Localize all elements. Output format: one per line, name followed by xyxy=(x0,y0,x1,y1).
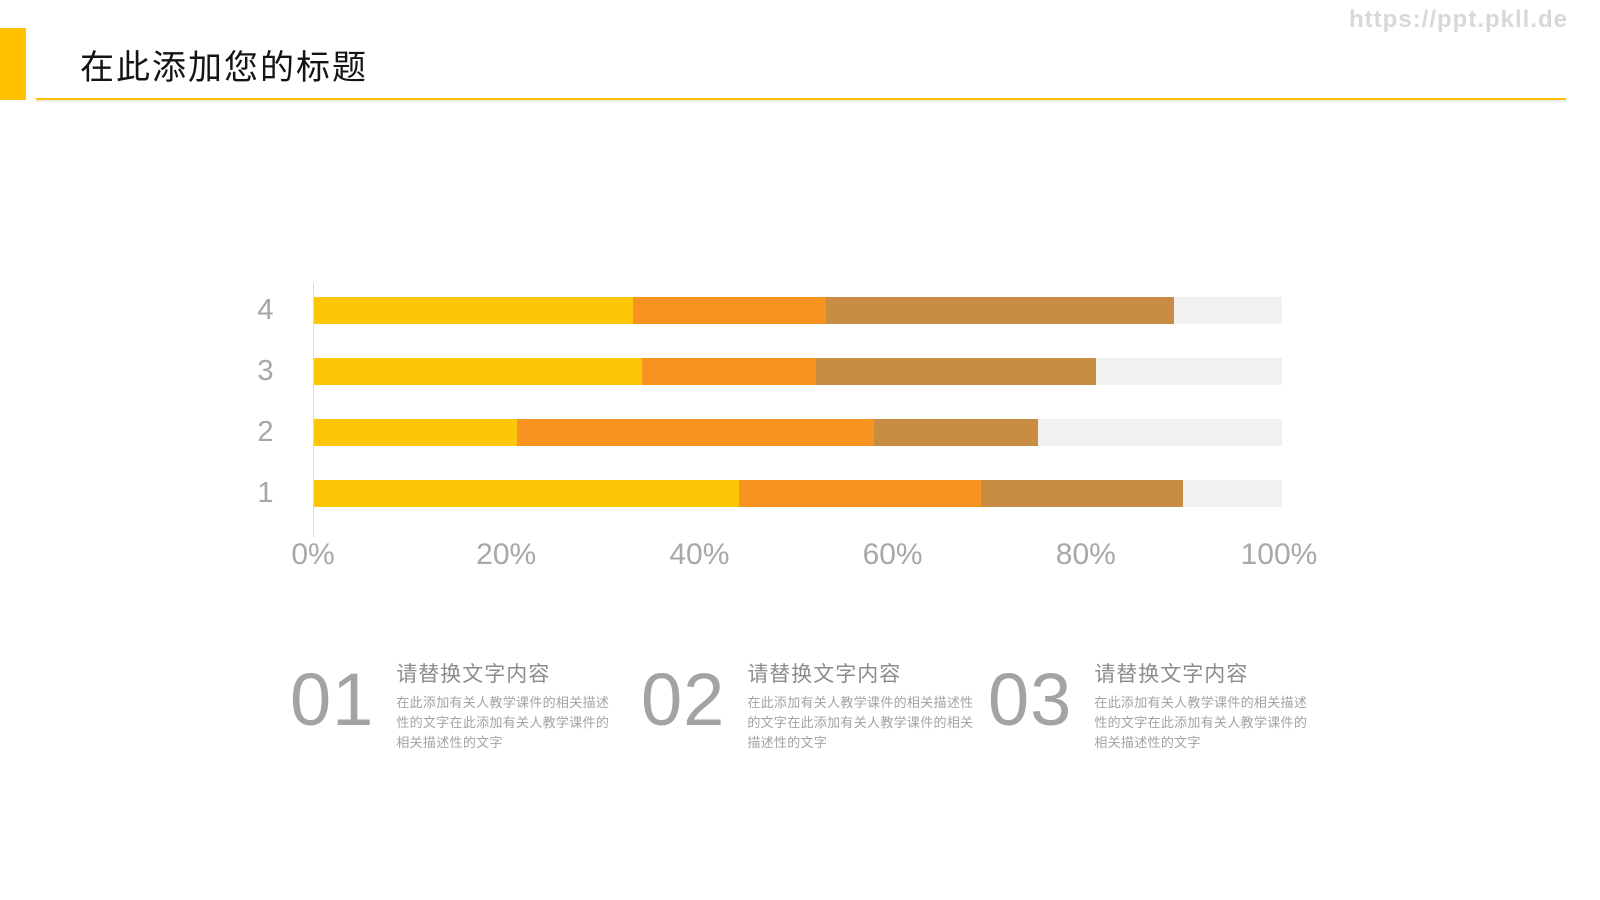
category-label: 3 xyxy=(257,355,274,387)
bar-segment-series-2-orange xyxy=(739,480,981,507)
x-axis-tick-label: 60% xyxy=(862,538,923,571)
note-heading: 请替换文字内容 xyxy=(396,663,551,686)
bar-row-category-3: 3 xyxy=(0,355,1600,387)
bar-segment-series-1-yellow xyxy=(314,358,643,385)
x-axis-tick-label: 80% xyxy=(1055,538,1116,571)
category-label: 2 xyxy=(257,416,274,448)
notes-section: 01 请替换文字内容 在此添加有关人教学课件的相关描述性的文字在此添加有关人教学… xyxy=(0,645,1600,785)
note-number: 02 xyxy=(641,658,726,741)
note-item-2: 02 请替换文字内容 在此添加有关人教学课件的相关描述性的文字在此添加有关人教学… xyxy=(641,650,981,753)
bar-segment-series-3-brown xyxy=(816,358,1097,385)
note-number: 01 xyxy=(290,658,375,741)
note-number: 03 xyxy=(988,658,1073,741)
bar-track xyxy=(314,480,1282,507)
stacked-bar-chart: 4 3 2 1 0% 20% 40% 60% 80% 100% xyxy=(0,280,1600,600)
note-item-1: 01 请替换文字内容 在此添加有关人教学课件的相关描述性的文字在此添加有关人教学… xyxy=(290,650,610,753)
note-body: 在此添加有关人教学课件的相关描述性的文字在此添加有关人教学课件的相关描述性的文字 xyxy=(1094,695,1308,751)
note-text: 请替换文字内容 在此添加有关人教学课件的相关描述性的文字在此添加有关人教学课件的… xyxy=(396,650,610,753)
bar-segment-series-2-orange xyxy=(642,358,817,385)
note-body: 在此添加有关人教学课件的相关描述性的文字在此添加有关人教学课件的相关描述性的文字 xyxy=(396,695,610,751)
bar-segment-series-2-orange xyxy=(516,419,875,446)
bar-segment-series-3-brown xyxy=(980,480,1184,507)
y-axis-line xyxy=(313,283,314,537)
category-label: 4 xyxy=(257,294,274,326)
category-label: 1 xyxy=(257,477,274,509)
note-text: 请替换文字内容 在此添加有关人教学课件的相关描述性的文字在此添加有关人教学课件的… xyxy=(1094,650,1308,753)
bar-track xyxy=(314,419,1282,446)
note-text: 请替换文字内容 在此添加有关人教学课件的相关描述性的文字在此添加有关人教学课件的… xyxy=(747,650,981,753)
bar-segment-series-2-orange xyxy=(632,297,826,324)
watermark-url: https://ppt.pkll.de xyxy=(1349,6,1568,33)
note-item-3: 03 请替换文字内容 在此添加有关人教学课件的相关描述性的文字在此添加有关人教学… xyxy=(988,650,1308,753)
bar-segment-series-1-yellow xyxy=(314,419,517,446)
x-axis-labels: 0% 20% 40% 60% 80% 100% xyxy=(0,538,1600,578)
bar-segment-series-1-yellow xyxy=(314,480,740,507)
bar-track xyxy=(314,358,1282,385)
bar-row-category-2: 2 xyxy=(0,416,1600,448)
note-heading: 请替换文字内容 xyxy=(1094,663,1249,686)
bar-row-category-1: 1 xyxy=(0,477,1600,509)
title-accent-block xyxy=(0,28,26,100)
x-axis-tick-label: 0% xyxy=(291,538,335,571)
title-underline xyxy=(36,98,1566,100)
page-title: 在此添加您的标题 xyxy=(80,49,368,87)
bar-track xyxy=(314,297,1282,324)
note-heading: 请替换文字内容 xyxy=(747,663,902,686)
note-body: 在此添加有关人教学课件的相关描述性的文字在此添加有关人教学课件的相关描述性的文字 xyxy=(747,695,974,751)
x-axis-tick-label: 20% xyxy=(476,538,537,571)
bar-segment-series-3-brown xyxy=(874,419,1039,446)
bar-segment-series-1-yellow xyxy=(314,297,633,324)
x-axis-tick-label: 40% xyxy=(669,538,730,571)
x-axis-tick-label: 100% xyxy=(1240,538,1318,571)
bar-row-category-4: 4 xyxy=(0,294,1600,326)
bar-segment-series-3-brown xyxy=(825,297,1174,324)
